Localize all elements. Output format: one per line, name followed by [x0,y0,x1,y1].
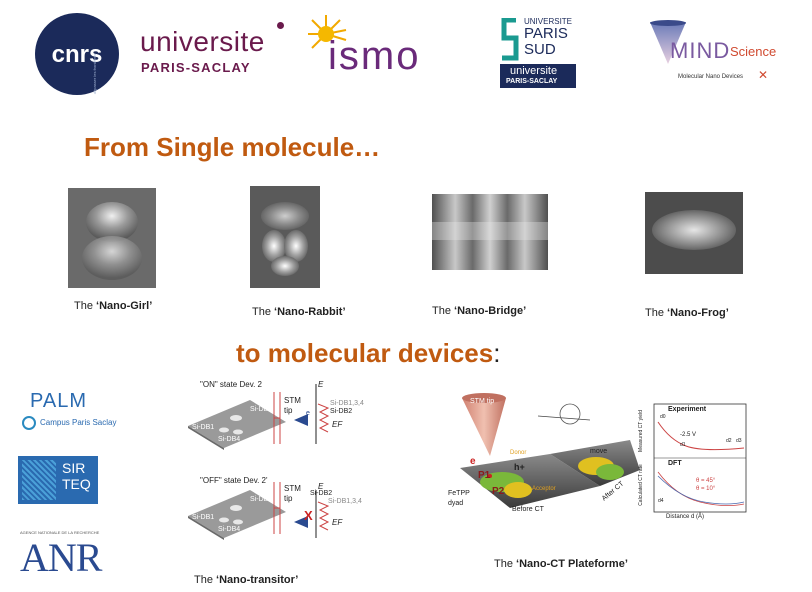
d2-label: d2 [726,438,732,444]
mind-label: MIND [670,38,731,63]
caption-nano-girl: The ‘Nano-Girl’ [74,300,153,312]
paris-sud-paris-label: PARIS [524,25,568,42]
caption-nano-ct: The ‘Nano-CT Plateforme’ [494,558,628,570]
universite-paris-saclay-logo: universite PARIS-SACLAY [140,22,290,78]
calculated-rate-label: Calculated CT rate [637,464,644,506]
cone-icon [650,20,686,64]
svg-text:cnrs: cnrs [52,41,103,68]
tip-label-on: tip [284,406,293,415]
d4-label: d4 [658,498,664,504]
on-state-label: "ON" state Dev. 2 [200,380,262,389]
ismo-label: ismo [328,34,421,78]
anr-logo: AGENCE NATIONALE DE LA RECHERCHE ANR [20,530,112,580]
measured-yield-label: Measured CT yield [637,410,644,452]
d3-label: d3 [736,438,742,444]
s-emblem-icon [501,18,519,61]
stm-tip-label: STM tip [470,398,495,405]
palm-swirl-icon [22,416,36,430]
theta2-label: θ = 10° [696,486,716,492]
energy-label-off: E [318,482,324,491]
heading-molecular-devices: to molecular devices: [236,338,501,368]
caption-nano-rabbit: The ‘Nano-Rabbit’ [252,306,346,318]
sidb4-label-off: Si-DB4 [218,526,241,533]
sidb134-label-on: Si-DB1,3,4 [330,400,364,407]
experiment-label: Experiment [668,406,707,413]
move-label: move [590,448,608,455]
caption-nano-frog: The ‘Nano-Frog’ [645,307,729,319]
mind-science-logo: MIND Science Molecular Nano Devices ✕ [648,20,777,88]
paris-sud-saclay-label: PARIS-SACLAY [506,78,558,85]
hole-label: h+ [514,462,525,472]
fetpp-label: FeTPP [448,490,470,497]
sidb2-level-on: Si-DB2 [330,408,353,415]
heading-single-molecule: From Single molecule… [84,132,381,162]
electron-label: e [306,410,310,417]
anr-label: ANR [20,535,102,580]
stm-label-off: STM [284,484,301,493]
d0-label: d0 [660,414,666,420]
stm-label-on: STM [284,396,301,405]
nano-bridge-image [432,194,548,270]
palm-label: PALM [30,390,87,412]
voltage-label: -2.5 V [680,432,697,438]
nano-ct-diagram: STM tip e h+ P1 P2 Donor Acceptor FeTPP … [440,390,640,530]
palm-sub-label: Campus Paris Saclay [40,418,117,427]
universite-label: universite [140,26,265,57]
sidb3-label-on: Si-DB3 [250,406,273,413]
theta1-label: θ = 45° [696,478,716,484]
science-label: Science [730,44,777,59]
off-state-label: "OFF" state Dev. 2' [200,476,268,485]
fermi-label-on: EF [332,420,343,429]
nano-girl-image [68,188,156,288]
sirteq-sir-label: SIR [62,460,86,476]
anr-top-label: AGENCE NATIONALE DE LA RECHERCHE [20,530,100,535]
p2-label: P2 [492,486,505,497]
nano-transitor-diagram: "ON" state Dev. 2 "OFF" state Dev. 2' ST… [178,378,383,554]
donor-label: Donor [510,450,527,456]
sun-icon [308,15,347,49]
sirteq-pattern [22,460,56,500]
paris-sud-bottom-band: universite PARIS-SACLAY [500,64,576,88]
sidb4-label-on: Si-DB4 [218,436,241,443]
dot-icon [277,22,284,29]
blocked-x-icon: X [304,508,313,523]
nano-rabbit-image [250,186,320,288]
caption-nano-bridge: The ‘Nano-Bridge’ [432,305,527,317]
sirteq-logo: SIR TEQ [18,456,98,504]
paris-sud-sud-label: SUD [524,41,556,58]
sidb134-label-off: Si-DB1,3,4 [328,498,362,505]
paris-sud-top-label: UNIVERSITE [524,17,573,26]
mind-sub-label: Molecular Nano Devices [678,74,744,80]
dyad-label: dyad [448,500,464,507]
electron-ct-label: e [470,456,476,467]
sidb3-label-off: Si-DB3 [250,496,273,503]
molecule-icon: ✕ [758,68,769,82]
sirteq-teq-label: TEQ [62,476,91,492]
ct-graph-panel: Experiment DFT -2.5 V θ = 45° θ = 10° Di… [637,402,748,526]
energy-label-on: E [318,380,324,389]
sidb1-label-on: Si-DB1 [192,424,215,431]
sidb2-level-off: Si-DB2 [310,490,333,497]
paris-sud-universite-label: universite [510,65,558,77]
fermi-label-off: EF [332,518,343,527]
sidb1-label-off: Si-DB1 [192,514,215,521]
tip-label-off: tip [284,494,293,503]
before-ct-label: Before CT [512,506,544,513]
caption-nano-transitor: The ‘Nano-transitor’ [194,574,299,586]
svg-text:dépasser les frontières: dépasser les frontières [92,54,97,94]
dft-label: DFT [668,460,682,467]
palm-logo: PALM Campus Paris Saclay [22,390,126,436]
distance-axis-label: Distance d (Å) [666,514,705,520]
p1-label: P1 [478,470,491,481]
d1-label: d1 [680,442,686,448]
paris-saclay-label: PARIS-SACLAY [141,60,251,75]
ismo-logo: ismo [306,14,424,84]
paris-sud-logo: UNIVERSITE PARIS SUD universite PARIS-SA… [500,16,576,88]
acceptor-label: Acceptor [532,486,556,492]
nano-frog-image [645,192,743,274]
cnrs-logo: cnrs dépasser les frontières [34,12,120,96]
